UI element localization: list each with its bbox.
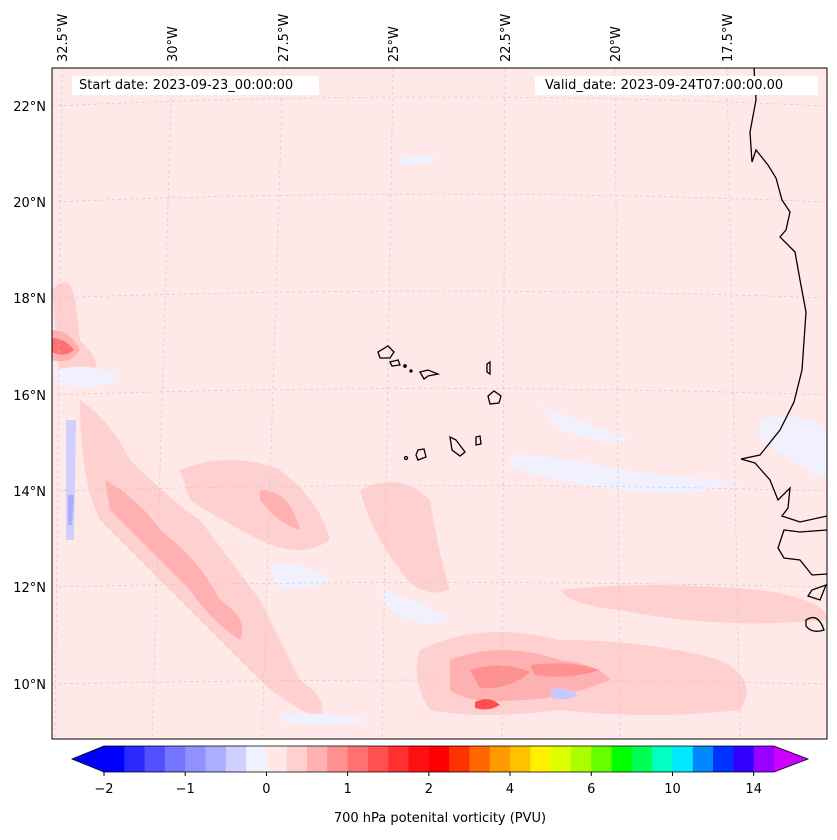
lat-label: 18°N — [13, 292, 46, 307]
colorbar-segment — [246, 746, 267, 772]
colorbar-label: 700 hPa potenital vorticity (PVU) — [334, 811, 546, 826]
colorbar-over-extension — [774, 746, 808, 772]
lat-label: 14°N — [13, 485, 46, 500]
valid-date-label: Valid_date: 2023-09-24T07:00:00.00 — [535, 76, 818, 95]
lon-label: 32.5°W — [56, 14, 71, 62]
lon-label: 30°W — [166, 26, 181, 62]
coastline — [740, 68, 827, 632]
colorbar-segment — [713, 746, 734, 772]
lon-label: 25°W — [387, 26, 402, 62]
colorbar-segment — [591, 746, 613, 772]
colorbar-segment — [388, 746, 410, 772]
colorbar-outline — [70, 745, 810, 773]
colorbar-segment — [266, 746, 288, 772]
map-frame — [51, 67, 828, 740]
lat-label: 10°N — [13, 678, 46, 693]
pv-background — [52, 68, 827, 739]
lat-label: 22°N — [13, 100, 46, 115]
colorbar-segment — [367, 746, 389, 772]
lat-label: 20°N — [13, 196, 46, 211]
colorbar-segment — [469, 746, 491, 772]
colorbar-tick-label: 0 — [262, 782, 270, 797]
map-area — [52, 68, 827, 739]
lon-label: 17.5°W — [721, 14, 736, 62]
colorbar-segment — [144, 746, 166, 772]
colorbar-segment — [205, 746, 227, 772]
colorbar-segment — [753, 746, 775, 772]
colorbar-segment — [225, 746, 247, 772]
lat-label: 16°N — [13, 389, 46, 404]
colorbar-tick-label: −2 — [94, 782, 113, 797]
start-date-label: Start date: 2023-09-23_00:00:00 — [72, 76, 319, 95]
colorbar-segment — [652, 746, 673, 772]
lon-label: 27.5°W — [277, 14, 292, 62]
colorbar-tick-label: −1 — [176, 782, 195, 797]
gridlines — [52, 68, 827, 739]
colorbar-segment — [510, 746, 531, 772]
colorbar-segment — [347, 746, 369, 772]
lat-label: 12°N — [13, 581, 46, 596]
colorbar-segment — [672, 746, 694, 772]
colorbar-segment — [611, 746, 633, 772]
cape-verde-islands — [377, 345, 502, 461]
colorbar-tick-label: 6 — [587, 782, 595, 797]
colorbar-segment — [327, 746, 349, 772]
colorbar: −2 −1 0 1 2 4 6 10 14 — [70, 745, 810, 797]
colorbar-segment — [124, 746, 146, 772]
colorbar-segment — [530, 746, 552, 772]
colorbar-segment — [104, 746, 125, 772]
lon-label: 20°W — [609, 26, 624, 62]
colorbar-tick-label: 14 — [745, 782, 762, 797]
colorbar-segment — [489, 746, 511, 772]
colorbar-segment — [185, 746, 207, 772]
colorbar-segment — [428, 746, 450, 772]
colorbar-segment — [286, 746, 308, 772]
colorbar-under-extension — [72, 746, 104, 772]
colorbar-segment — [733, 746, 755, 772]
colorbar-segment — [550, 746, 572, 772]
longitude-labels: 32.5°W 30°W 27.5°W 25°W 22.5°W 20°W 17.5°W — [56, 14, 736, 62]
colorbar-tick-label: 10 — [664, 782, 681, 797]
colorbar-segment — [307, 746, 328, 772]
colorbar-tick-label: 1 — [343, 782, 351, 797]
colorbar-segment — [408, 746, 430, 772]
colorbar-segment — [164, 746, 186, 772]
colorbar-tick-label: 2 — [425, 782, 433, 797]
colorbar-segment — [570, 746, 592, 772]
pv-contours — [52, 154, 827, 726]
colorbar-tick-label: 4 — [506, 782, 514, 797]
colorbar-segment — [631, 746, 653, 772]
lon-label: 22.5°W — [499, 14, 514, 62]
latitude-labels: 22°N 20°N 18°N 16°N 14°N 12°N 10°N — [13, 100, 46, 693]
colorbar-segment — [692, 746, 714, 772]
colorbar-segment — [449, 746, 470, 772]
